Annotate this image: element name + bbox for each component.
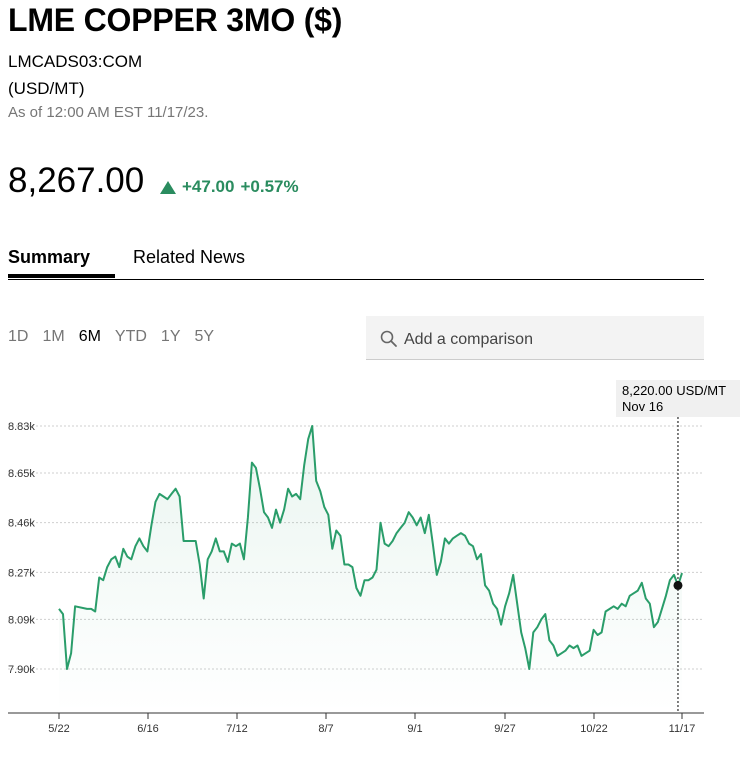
range-1m[interactable]: 1M [42, 328, 65, 345]
price-unit: (USD/MT) [8, 79, 85, 98]
change-value: +47.00 [182, 177, 235, 196]
change-percent: +0.57% [240, 177, 299, 196]
active-tab-indicator [8, 274, 115, 278]
y-tick-label: 8.83k [8, 421, 35, 433]
comparison-search [366, 316, 704, 360]
range-6m[interactable]: 6M [78, 328, 101, 345]
y-tick-label: 8.46k [8, 518, 35, 530]
x-tick-label: 8/7 [318, 723, 333, 735]
x-tick-label: 5/22 [48, 723, 69, 735]
x-tick-label: 11/17 [669, 723, 696, 735]
range-ytd[interactable]: YTD [114, 328, 147, 345]
x-tick-label: 6/16 [137, 723, 158, 735]
comparison-input[interactable] [402, 327, 696, 353]
price-chart[interactable]: 8.83k 8.65k 8.46k 8.27k 8.09k 7.90k 5/22 6/16 7… [0, 375, 756, 759]
price-line [58, 425, 683, 670]
page-title: LME COPPER 3MO ($) [8, 2, 343, 38]
tooltip-value: 8,220.00 USD/MT [622, 383, 727, 398]
price-change: +47.00 +0.57% [160, 177, 299, 197]
time-range-selector: 1D 1M 6M YTD 1Y 5Y [8, 328, 214, 346]
range-1y[interactable]: 1Y [160, 328, 181, 345]
as-of-timestamp: As of 12:00 AM EST 11/17/23. [8, 104, 209, 121]
search-icon [380, 330, 397, 347]
hover-tooltip: 8,220.00 USD/MT Nov 16 [616, 380, 740, 417]
tab-related-news[interactable]: Related News [133, 247, 246, 267]
tooltip-date: Nov 16 [622, 399, 664, 414]
tab-bar: Summary Related News [8, 245, 704, 280]
range-1d[interactable]: 1D [8, 328, 29, 345]
up-arrow-icon [160, 180, 176, 194]
tab-summary[interactable]: Summary [8, 247, 91, 267]
x-tick-label: 9/27 [494, 723, 515, 735]
x-tick-label: 9/1 [407, 723, 422, 735]
price-area [59, 426, 682, 713]
y-tick-label: 8.09k [8, 614, 35, 626]
x-tick-label: 7/12 [226, 723, 247, 735]
range-5y[interactable]: 5Y [194, 328, 215, 345]
hover-marker [673, 580, 683, 590]
ticker-symbol: LMCADS03:COM [8, 52, 143, 71]
y-tick-label: 7.90k [8, 664, 35, 676]
x-tick-label: 10/22 [580, 723, 608, 735]
y-tick-label: 8.27k [8, 567, 35, 579]
y-tick-label: 8.65k [8, 468, 35, 480]
current-price: 8,267.00 [8, 161, 145, 200]
